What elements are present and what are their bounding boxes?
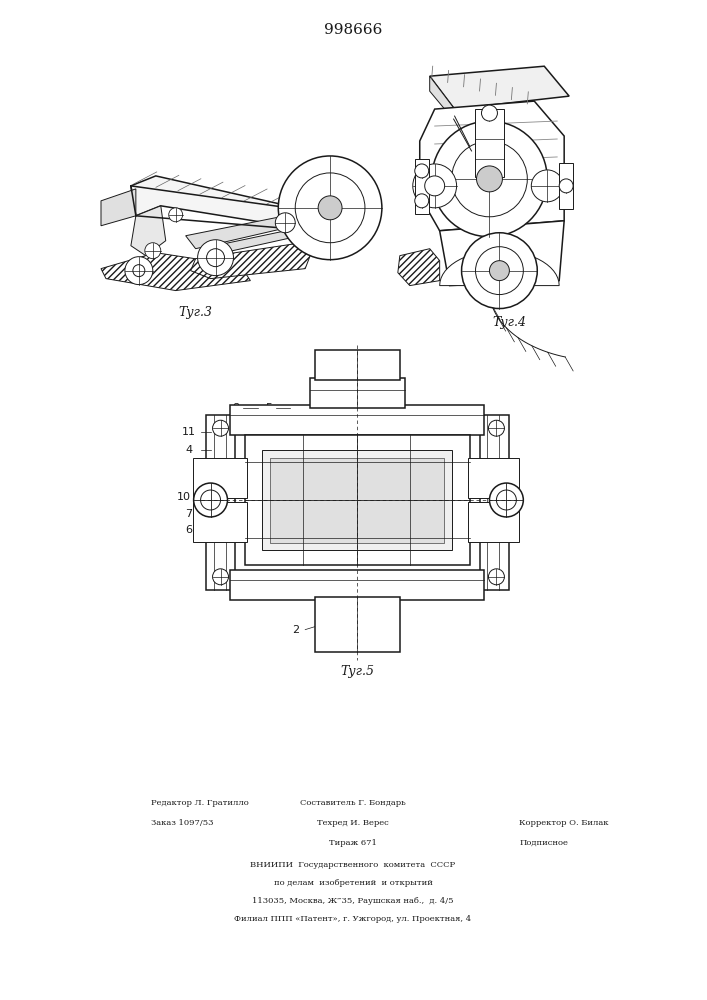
- Circle shape: [296, 173, 365, 243]
- Text: ВНИИПИ  Государственного  комитета  СССР: ВНИИПИ Государственного комитета СССР: [250, 861, 455, 869]
- Circle shape: [489, 569, 504, 585]
- Bar: [262, 450, 452, 550]
- Bar: [206, 415, 235, 590]
- Circle shape: [213, 420, 228, 436]
- Text: 2: 2: [292, 625, 299, 635]
- Circle shape: [145, 243, 160, 259]
- Bar: [310, 378, 405, 408]
- Bar: [230, 405, 484, 435]
- Text: Корректор О. Билак: Корректор О. Билак: [520, 819, 609, 827]
- Circle shape: [318, 196, 342, 220]
- Circle shape: [415, 164, 428, 178]
- Text: 11: 11: [182, 427, 196, 437]
- Text: Филиал ППП «Патент», г. Ужгород, ул. Проектная, 4: Филиал ППП «Патент», г. Ужгород, ул. Про…: [235, 915, 472, 923]
- Circle shape: [559, 179, 573, 193]
- Text: Составитель Г. Бондарь: Составитель Г. Бондарь: [300, 799, 406, 807]
- Polygon shape: [285, 176, 355, 241]
- Bar: [315, 350, 400, 380]
- Polygon shape: [131, 206, 165, 256]
- Bar: [559, 163, 573, 209]
- Circle shape: [432, 121, 547, 237]
- Circle shape: [133, 265, 145, 277]
- Text: 113035, Москва, Ж‴35, Раушская наб.,  д. 4/5: 113035, Москва, Ж‴35, Раушская наб., д. …: [252, 897, 454, 905]
- Polygon shape: [440, 221, 564, 286]
- Bar: [479, 415, 509, 590]
- Circle shape: [194, 483, 228, 517]
- Circle shape: [275, 213, 296, 233]
- Circle shape: [169, 208, 182, 222]
- Bar: [315, 597, 400, 652]
- Polygon shape: [430, 66, 569, 109]
- Circle shape: [279, 156, 382, 260]
- Bar: [192, 458, 247, 498]
- Text: Техред И. Верес: Техред И. Верес: [317, 819, 389, 827]
- Polygon shape: [101, 189, 136, 226]
- Polygon shape: [131, 176, 315, 231]
- Bar: [467, 458, 520, 498]
- Circle shape: [452, 141, 527, 217]
- Polygon shape: [398, 249, 440, 286]
- Text: 8: 8: [232, 403, 239, 413]
- Text: А-А: А-А: [358, 382, 382, 395]
- Text: 7: 7: [185, 509, 192, 519]
- Bar: [467, 502, 520, 542]
- Circle shape: [213, 569, 228, 585]
- Circle shape: [496, 490, 516, 510]
- Text: 4: 4: [185, 445, 192, 455]
- Polygon shape: [191, 244, 310, 279]
- Text: 5: 5: [265, 403, 271, 413]
- Circle shape: [462, 233, 537, 309]
- Bar: [230, 570, 484, 600]
- Bar: [192, 502, 247, 542]
- Circle shape: [425, 176, 445, 196]
- Text: Τуг.5: Τуг.5: [340, 665, 374, 678]
- Text: 998666: 998666: [324, 23, 382, 37]
- Text: по делам  изобретений  и открытий: по делам изобретений и открытий: [274, 879, 433, 887]
- Circle shape: [481, 105, 498, 121]
- Text: Заказ 1097/53: Заказ 1097/53: [151, 819, 214, 827]
- Circle shape: [206, 249, 225, 267]
- Circle shape: [476, 247, 523, 295]
- Text: Подписное: Подписное: [520, 839, 568, 847]
- Polygon shape: [101, 253, 250, 291]
- Text: 10: 10: [177, 492, 191, 502]
- Circle shape: [489, 483, 523, 517]
- Circle shape: [489, 420, 504, 436]
- Text: Τуг.3: Τуг.3: [179, 306, 213, 319]
- Bar: [245, 435, 469, 565]
- Circle shape: [531, 170, 563, 202]
- Text: Редактор Л. Гратилло: Редактор Л. Гратилло: [151, 799, 249, 807]
- Circle shape: [477, 166, 503, 192]
- Bar: [415, 159, 428, 214]
- Polygon shape: [186, 216, 296, 249]
- Circle shape: [125, 257, 153, 285]
- Circle shape: [201, 490, 221, 510]
- Polygon shape: [420, 101, 564, 231]
- Polygon shape: [440, 251, 559, 286]
- Polygon shape: [430, 76, 455, 121]
- Circle shape: [198, 240, 233, 276]
- Text: 6: 6: [185, 525, 192, 535]
- Circle shape: [489, 261, 509, 281]
- Bar: [474, 109, 504, 177]
- Bar: [270, 458, 444, 543]
- Circle shape: [413, 164, 457, 208]
- Text: Τуг.4: Τуг.4: [492, 316, 527, 329]
- Circle shape: [415, 194, 428, 208]
- Polygon shape: [201, 229, 300, 257]
- Text: Тираж 671: Тираж 671: [329, 839, 377, 847]
